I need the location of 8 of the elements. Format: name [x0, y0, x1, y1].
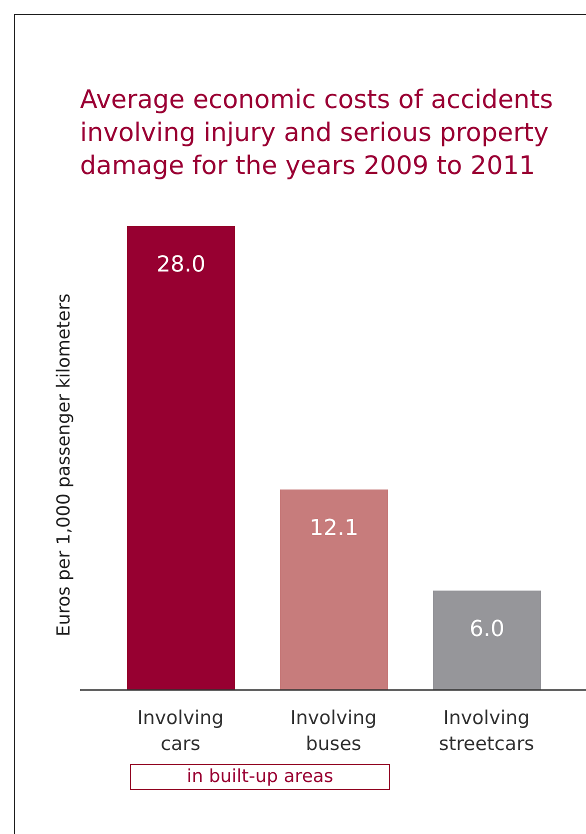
- x-tick-label: Involving cars: [137, 707, 224, 755]
- x-tick-label: Involving streetcars: [438, 707, 534, 755]
- data-label: 6.0: [470, 617, 504, 642]
- x-tick-label: Involving buses: [290, 707, 377, 755]
- chart-title: Average economic costs of accidents involving injury and serious property damage for the years 2009 to 2011: [80, 84, 554, 183]
- y-axis-title: Euros per 1,000 passenger kilometers: [54, 293, 74, 637]
- data-label: 28.0: [156, 252, 206, 278]
- data-label: 12.1: [310, 516, 358, 542]
